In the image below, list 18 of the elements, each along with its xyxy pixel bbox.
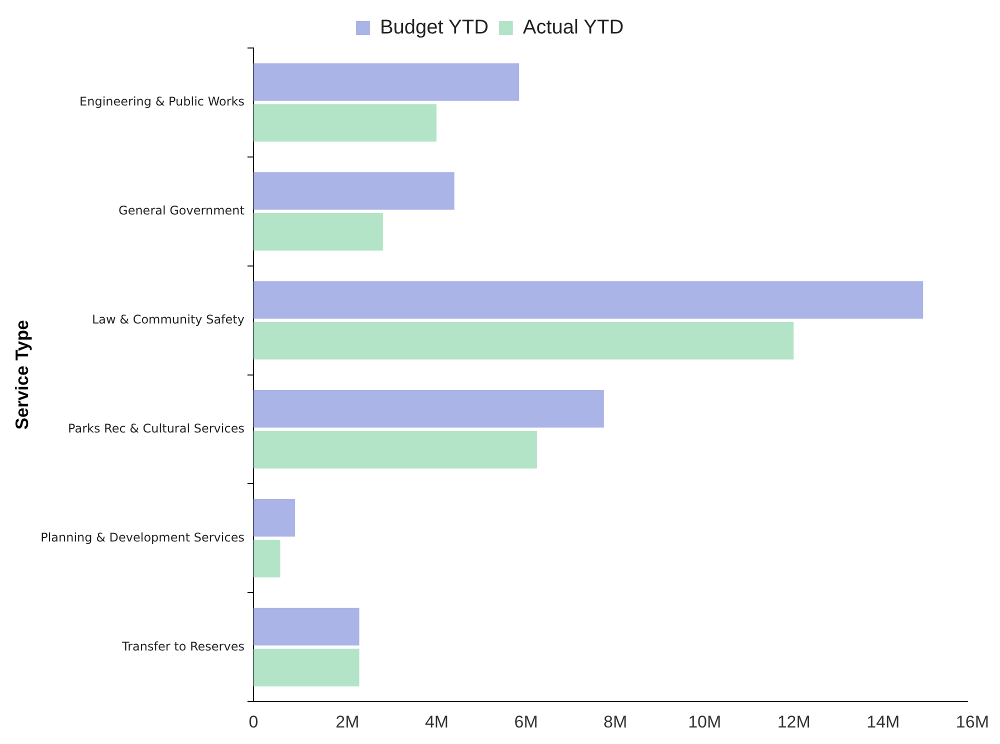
x-tick-label: 14M <box>857 712 900 732</box>
y-tick-label: Transfer to Reserves <box>121 639 244 654</box>
y-tick-label: Parks Rec & Cultural Services <box>68 421 244 436</box>
x-tick-label: 0 <box>248 712 258 732</box>
x-tick-label: 16M <box>946 712 990 732</box>
x-tick-label: 4M <box>416 712 449 732</box>
x-tick-label: 8M <box>594 712 628 732</box>
y-axis-title: Service Type <box>12 320 32 430</box>
x-tick-label: 6M <box>504 712 538 732</box>
x-tick-label: 10M <box>678 712 722 732</box>
y-tick-label: Engineering & Public Works <box>80 94 244 109</box>
x-tick-label: 2M <box>326 712 360 732</box>
legend-label: Budget YTD <box>380 16 489 39</box>
legend-label: Actual YTD <box>522 16 624 39</box>
y-tick-label: Law & Community Safety <box>92 312 244 326</box>
x-tick-label: 12M <box>768 712 810 732</box>
y-tick-label: Planning & Development Services <box>40 530 244 544</box>
y-tick-label: General Government <box>118 204 245 218</box>
